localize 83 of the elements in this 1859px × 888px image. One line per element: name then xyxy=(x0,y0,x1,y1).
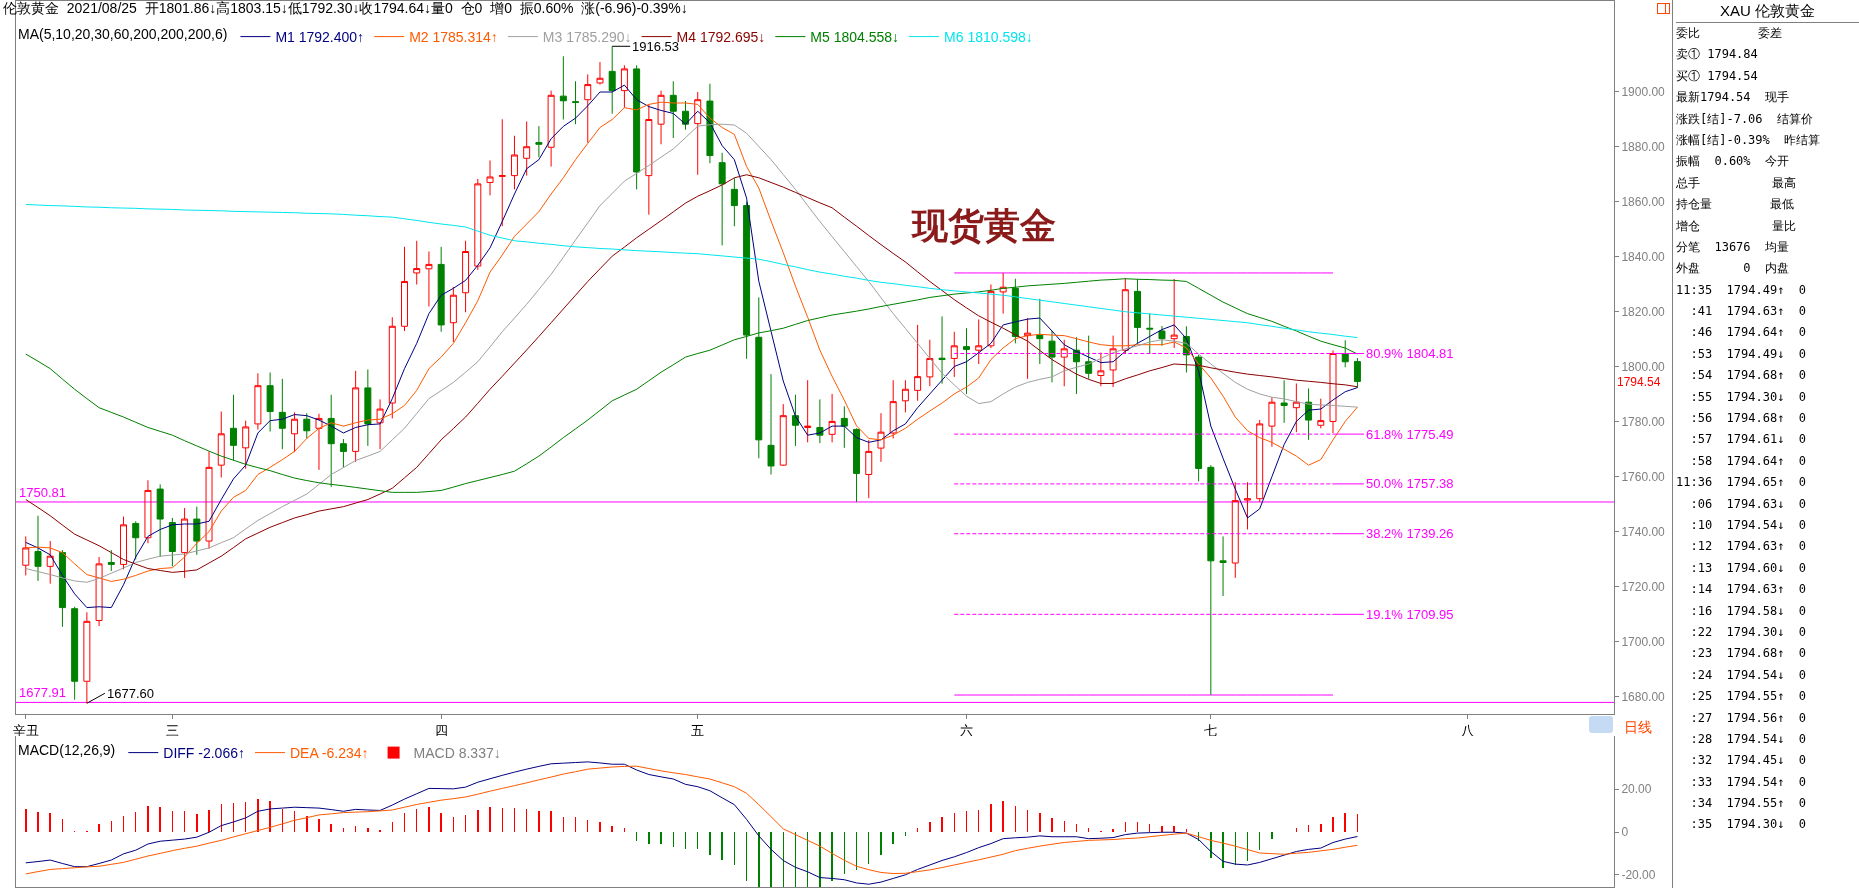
text: 日线 xyxy=(1624,719,1652,735)
text: 11:35 1794.49↑ 0 xyxy=(1676,281,1808,299)
legend-label: DIFF -2.066↑ xyxy=(163,745,245,762)
y-tick-label: 0 xyxy=(1621,825,1629,840)
text: :41 1794.63↑ 0 xyxy=(1689,303,1808,321)
y-tick-label: -20.00 xyxy=(1621,868,1656,883)
text: :54 1794.68↑ 0 xyxy=(1689,367,1808,385)
x-tick-label: 三 xyxy=(165,722,179,738)
y-tick-label: 1780.00 xyxy=(1621,414,1666,429)
text: XAU 伦敦黄金 xyxy=(1676,0,1859,23)
x-tick-label: 六 xyxy=(959,722,973,738)
text: 增仓 量比 xyxy=(1676,217,1798,235)
text: 11:36 1794.65↑ 0 xyxy=(1676,474,1808,492)
x-tick-label: 辛丑 xyxy=(12,722,39,738)
y-tick-label: 1840.00 xyxy=(1621,249,1666,264)
text: :34 1794.55↑ 0 xyxy=(1689,795,1808,813)
text: 委比 委差 xyxy=(1676,25,1783,42)
legend-label: M3 1785.290↓ xyxy=(542,29,632,46)
legend-label: 80.9% 1804.81 xyxy=(1366,346,1454,361)
text: :46 1794.64↑ 0 xyxy=(1689,324,1808,342)
text: :32 1794.45↓ 0 xyxy=(1689,752,1808,770)
text: 总手 最高 xyxy=(1676,174,1798,192)
text: 持仓量 最低 xyxy=(1676,196,1795,214)
legend-label: 19.1% 1709.95 xyxy=(1366,607,1454,622)
y-tick-label: 1720.00 xyxy=(1621,579,1666,594)
text: :28 1794.54↓ 0 xyxy=(1689,730,1808,748)
legend-label: M5 1804.558↓ xyxy=(810,29,900,46)
text: 涨跌[结]-7.06 结算价 xyxy=(1676,110,1815,128)
y-tick-label: 1680.00 xyxy=(1621,689,1666,704)
y-tick-label: 1880.00 xyxy=(1621,139,1666,154)
legend-label: M6 1810.598↓ xyxy=(944,29,1033,46)
x-tick-label: 七 xyxy=(1204,722,1218,738)
text: :55 1794.30↓ 0 xyxy=(1689,388,1808,406)
legend-label: M2 1785.314↑ xyxy=(409,29,498,46)
text: 振幅 0.60% 今开 xyxy=(1676,153,1791,171)
text: :10 1794.54↓ 0 xyxy=(1689,517,1808,534)
annotation: 现货黄金 xyxy=(910,205,1056,246)
text: :27 1794.56↑ 0 xyxy=(1689,709,1808,727)
text: :25 1794.55↑ 0 xyxy=(1689,688,1808,706)
text: 卖① 1794.84 xyxy=(1676,46,1759,64)
text: :06 1794.63↓ 0 xyxy=(1689,495,1808,513)
y-tick-label: 1760.00 xyxy=(1621,469,1666,484)
text: :23 1794.68↑ 0 xyxy=(1689,645,1808,663)
text: 外盘 0 内盘 xyxy=(1676,260,1791,278)
y-tick-label: 1740.00 xyxy=(1621,524,1666,539)
legend-title: MA(5,10,20,30,60,200,200,200,6) xyxy=(18,26,228,43)
x-tick-label: 八 xyxy=(1460,722,1474,738)
x-tick-label: 四 xyxy=(434,722,448,738)
text: :12 1794.63↑ 0 xyxy=(1689,538,1808,556)
text: 最新1794.54 现手 xyxy=(1676,89,1791,107)
ref-line-label: 1750.81 xyxy=(19,485,66,500)
legend-label: 38.2% 1739.26 xyxy=(1366,526,1454,541)
ref-line-label: 1677.91 xyxy=(19,685,66,700)
y-tick-label: 1700.00 xyxy=(1621,634,1666,649)
y-tick-label: 1800.00 xyxy=(1621,359,1666,374)
text: :58 1794.64↑ 0 xyxy=(1689,452,1808,470)
y-tick-label: 1820.00 xyxy=(1621,304,1666,319)
text: :56 1794.68↑ 0 xyxy=(1689,410,1808,428)
text: 1794.54 xyxy=(1617,375,1661,389)
text: 分笔 13676 均量 xyxy=(1676,238,1791,256)
text: :53 1794.49↓ 0 xyxy=(1689,345,1808,363)
legend-label: 50.0% 1757.38 xyxy=(1366,476,1454,491)
legend-label: 61.8% 1775.49 xyxy=(1366,427,1454,442)
annotation: 1677.60 xyxy=(107,686,154,701)
text: :22 1794.30↓ 0 xyxy=(1689,623,1808,641)
text: :33 1794.54↑ 0 xyxy=(1689,773,1808,791)
legend-label: DEA -6.234↑ xyxy=(289,745,369,762)
text: :14 1794.63↑ 0 xyxy=(1689,581,1808,599)
text: :24 1794.54↓ 0 xyxy=(1689,666,1808,684)
text: :57 1794.61↓ 0 xyxy=(1689,431,1808,449)
text: :16 1794.58↓ 0 xyxy=(1689,602,1808,620)
y-tick-label: 1900.00 xyxy=(1621,84,1666,99)
legend-label: M1 1792.400↑ xyxy=(275,29,365,46)
text: 买① 1794.54 xyxy=(1676,67,1759,85)
chart-title: 伦敦黄金 2021/08/25 开1801.86↓高1803.15↓低1792.30↓收1794.64↓量0 仓0 增0 振0.60% 涨(-6.96)-0.39%↓ xyxy=(3,0,688,16)
legend-title: MACD(12,26,9) xyxy=(18,742,116,759)
x-tick-label: 五 xyxy=(691,722,705,738)
y-tick-label: 20.00 xyxy=(1621,782,1652,797)
text: 涨幅[结]-0.39% 昨结算 xyxy=(1676,131,1822,149)
text: :35 1794.30↓ 0 xyxy=(1689,816,1808,834)
y-tick-label: 1860.00 xyxy=(1621,194,1666,209)
text: :13 1794.60↓ 0 xyxy=(1689,559,1808,577)
legend-label: MACD 8.337↓ xyxy=(413,745,501,762)
